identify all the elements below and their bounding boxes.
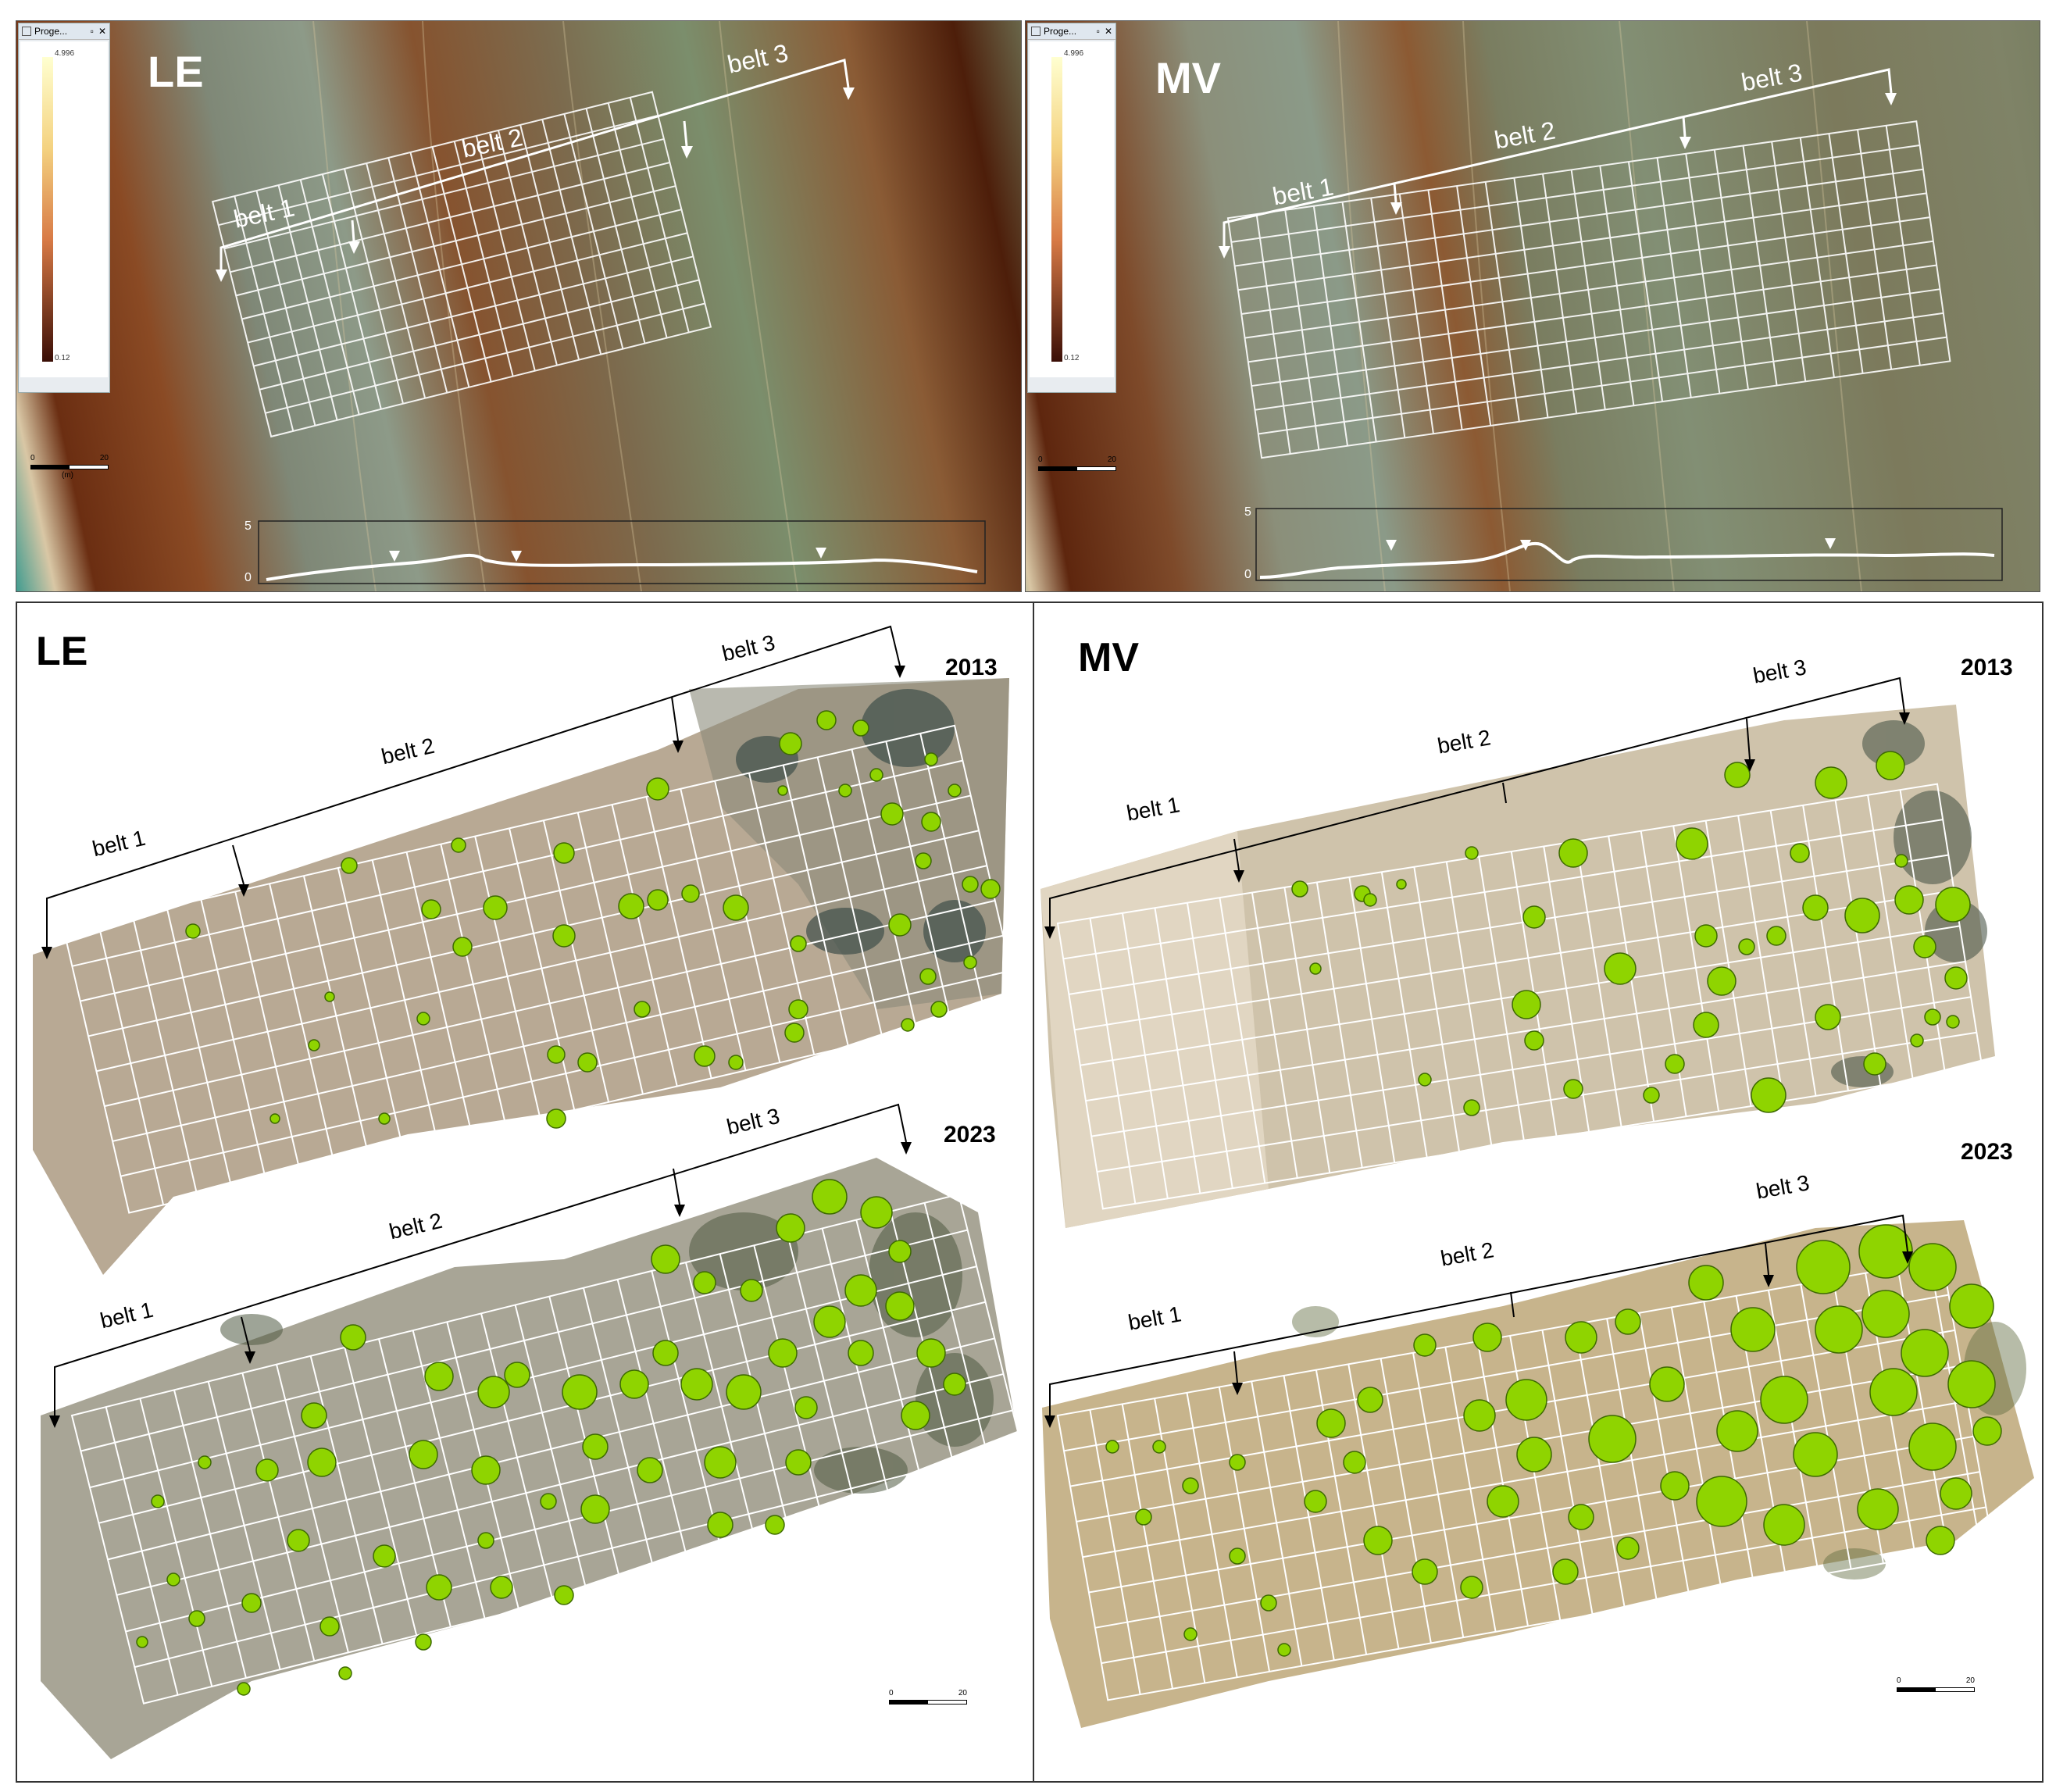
close-icon[interactable]: ✕ (98, 26, 106, 37)
panel-bottom-left: LE 2013 2023 belt 1 belt 2 belt 3 belt 1… (16, 601, 1036, 1783)
site-label: LE (148, 47, 204, 96)
panel-bottom-right: MV 2013 2023 belt 1 belt 2 belt 3 belt 1… (1033, 601, 2044, 1783)
vegetation-patches-2023 (1105, 1224, 2002, 1657)
vegetation-patches-2023 (136, 1179, 966, 1696)
legend-window-title: Proge... (34, 26, 68, 37)
legend-window-title: Proge... (1044, 26, 1077, 37)
ortho-2023 (1042, 1214, 2034, 1728)
site-label: MV (1155, 53, 1221, 102)
ortho-maps-mv (1040, 676, 2034, 1728)
scale-bar: 0 20 (1897, 1676, 1975, 1692)
legend-min: 0.12 (55, 354, 70, 362)
color-ramp (42, 57, 53, 362)
legend-min: 0.12 (1064, 354, 1080, 362)
year-label-2013: 2013 (1961, 655, 2013, 680)
vegetation-patches-2013 (185, 710, 1001, 1129)
elevation-profile (1255, 508, 2003, 581)
panel-top-right: Proge... ▫ ✕ 4.996 0.12 MV belt 1 belt 2… (1025, 20, 2040, 592)
dem-map-le (16, 21, 1021, 591)
year-label-2013: 2013 (945, 655, 998, 680)
restore-icon[interactable]: ▫ (90, 26, 94, 37)
survey-grid (1226, 120, 1951, 459)
year-label-2023: 2023 (944, 1122, 996, 1148)
profile-axis-top: 5 (1244, 505, 1251, 519)
ortho-2023 (41, 1103, 1032, 1759)
ortho-2013 (1040, 676, 1995, 1228)
restore-icon[interactable]: ▫ (1096, 26, 1100, 37)
scale-bar: 0 20 (889, 1689, 967, 1705)
ortho-2013 (33, 625, 1021, 1275)
legend-max: 4.996 (55, 49, 75, 58)
profile-axis-bottom: 0 (1244, 568, 1251, 581)
legend-window: Proge... ▫ ✕ 4.996 0.12 (18, 23, 110, 393)
elevation-profile (258, 520, 986, 584)
panel-top-left: Proge... ▫ ✕ 4.996 0.12 LE belt 1 belt 2… (16, 20, 1022, 592)
scale-bar: 0 20 (1038, 455, 1116, 471)
window-icon (22, 27, 31, 36)
color-ramp (1051, 57, 1062, 362)
vegetation-patches-2013 (1291, 751, 1971, 1116)
window-icon (1031, 27, 1040, 36)
profile-axis-bottom: 0 (245, 571, 252, 584)
legend-max: 4.996 (1064, 49, 1084, 58)
year-label-2023: 2023 (1961, 1139, 2013, 1165)
close-icon[interactable]: ✕ (1104, 26, 1112, 37)
survey-grid (211, 91, 712, 438)
dem-map-mv (1026, 21, 2040, 591)
scale-bar: 0 20 (m) (30, 454, 109, 480)
site-label: LE (36, 629, 88, 674)
profile-axis-top: 5 (245, 519, 252, 533)
ortho-maps-le (33, 625, 1032, 1759)
legend-window: Proge... ▫ ✕ 4.996 0.12 (1027, 23, 1116, 393)
site-label: MV (1078, 635, 1139, 680)
